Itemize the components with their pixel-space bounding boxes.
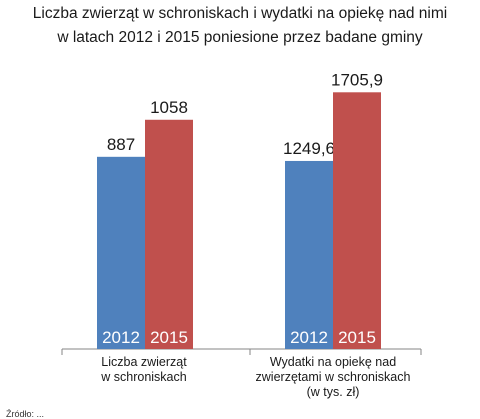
source-note: Źródło: ... (6, 409, 45, 419)
category-label-group-2-line-2: zwierzętami w schroniskach (256, 370, 411, 384)
bar-group-1-2015 (145, 119, 193, 350)
bar-group-2-2012 (285, 160, 333, 349)
bar-group-2-2015 (333, 92, 381, 349)
series-label-group-1-2012: 2012 (102, 328, 140, 347)
data-label-group-1-2012: 887 (107, 135, 135, 154)
data-label-group-1-2015: 1058 (150, 98, 188, 117)
category-label-group-1-line-1: Liczba zwierząt (101, 355, 187, 369)
chart-title: Liczba zwierząt w schroniskach i wydatki… (0, 2, 480, 50)
series-label-group-2-2015: 2015 (338, 328, 376, 347)
category-label-group-2-line-1: Wydatki na opiekę nad (270, 355, 396, 369)
bar-group-1-2012 (97, 156, 145, 349)
chart-title-line-2: w latach 2012 i 2015 poniesione przez ba… (57, 29, 423, 46)
series-label-group-1-2015: 2015 (150, 328, 188, 347)
category-label-group-2-line-3: (w tys. zł) (307, 385, 360, 399)
data-label-group-2-2015: 1705,9 (331, 70, 383, 89)
category-label-group-1-line-2: w schroniskach (100, 370, 186, 384)
chart-title-line-1: Liczba zwierząt w schroniskach i wydatki… (32, 5, 448, 22)
data-label-group-2-2012: 1249,6 (283, 139, 335, 158)
series-label-group-2-2012: 2012 (290, 328, 328, 347)
